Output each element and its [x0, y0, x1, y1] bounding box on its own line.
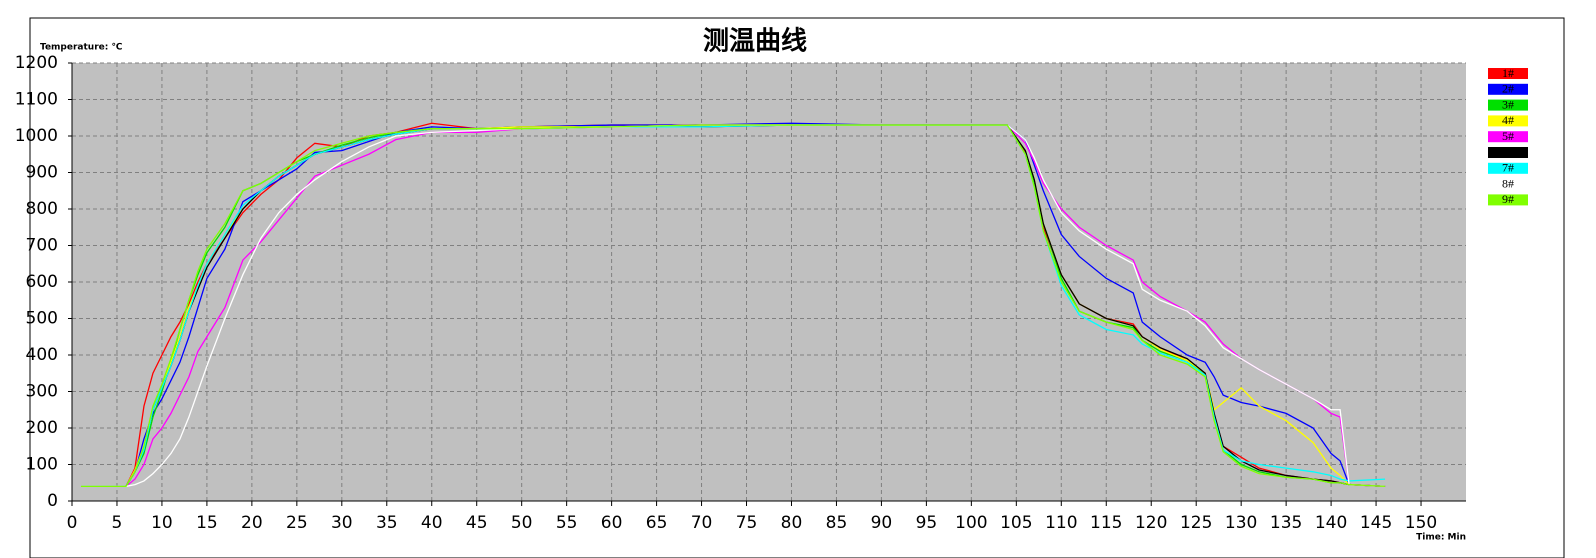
x-tick-label: 65 [646, 513, 668, 533]
y-tick-label: 400 [26, 345, 58, 365]
legend-swatch [1488, 83, 1528, 95]
x-axis-label: Time: Min [1416, 533, 1466, 543]
x-tick-label: 10 [151, 513, 173, 533]
y-tick-label: 100 [26, 455, 58, 475]
legend-label: 9# [1502, 192, 1514, 206]
legend-label: 7# [1502, 161, 1514, 175]
x-tick-label: 105 [1000, 513, 1032, 533]
x-tick-label: 75 [736, 513, 758, 533]
x-tick-label: 130 [1225, 513, 1257, 533]
x-tick-label: 80 [781, 513, 803, 533]
legend-swatch [1488, 68, 1528, 79]
x-tick-label: 145 [1360, 513, 1392, 533]
y-tick-label: 700 [26, 236, 58, 256]
x-tick-label: 35 [376, 513, 398, 533]
x-tick-label: 85 [826, 513, 848, 533]
x-tick-label: 15 [196, 513, 218, 533]
legend-swatch [1488, 162, 1528, 174]
x-tick-label: 110 [1045, 513, 1077, 533]
y-tick-label: 1100 [15, 90, 58, 110]
y-tick-label: 900 [26, 163, 58, 183]
legend-swatch [1488, 194, 1528, 206]
y-tick-label: 600 [26, 272, 58, 292]
x-tick-label: 40 [421, 513, 443, 533]
legend-label: 2# [1502, 82, 1514, 96]
x-tick-label: 55 [556, 513, 578, 533]
x-tick-label: 95 [916, 513, 938, 533]
legend-label: 3# [1502, 97, 1514, 111]
legend-label: 1# [1502, 66, 1514, 80]
x-tick-label: 135 [1270, 513, 1302, 533]
x-tick-label: 30 [331, 513, 353, 533]
series-line [80, 124, 1386, 488]
x-tick-label: 120 [1135, 513, 1167, 533]
y-tick-label: 1000 [15, 126, 58, 146]
y-tick-label: 500 [26, 309, 58, 329]
x-tick-label: 50 [511, 513, 533, 533]
chart-title: 测温曲线 [703, 27, 807, 57]
x-tick-label: 45 [466, 513, 488, 533]
legend-swatch [1488, 115, 1528, 127]
x-tick-label: 100 [955, 513, 987, 533]
legend-label: 8# [1502, 176, 1514, 190]
x-tick-label: 140 [1315, 513, 1347, 533]
legend-swatch [1488, 131, 1528, 143]
x-tick-label: 0 [67, 513, 78, 533]
x-tick-label: 5 [112, 513, 123, 533]
x-tick-label: 25 [286, 513, 308, 533]
legend-swatch [1488, 178, 1528, 190]
legend-label: 5# [1502, 129, 1514, 143]
y-tick-label: 300 [26, 382, 58, 402]
frame [29, 17, 1565, 558]
legend-label: 6# [1502, 145, 1514, 159]
legend-label: 4# [1502, 113, 1514, 127]
x-tick-label: 115 [1090, 513, 1122, 533]
series-line [80, 122, 1386, 488]
x-tick-label: 20 [241, 513, 263, 533]
y-tick-label: 800 [26, 199, 58, 219]
y-axis-label: Temperature: ℃ [40, 43, 122, 53]
y-tick-label: 1200 [15, 53, 58, 73]
legend-swatch [1488, 147, 1528, 158]
x-tick-label: 150 [1405, 513, 1437, 533]
x-tick-label: 90 [871, 513, 893, 533]
y-tick-label: 0 [47, 491, 58, 511]
x-tick-label: 60 [601, 513, 623, 533]
y-tick-label: 200 [26, 418, 58, 438]
x-tick-label: 125 [1180, 513, 1212, 533]
legend-swatch [1488, 99, 1528, 111]
x-tick-label: 70 [691, 513, 713, 533]
